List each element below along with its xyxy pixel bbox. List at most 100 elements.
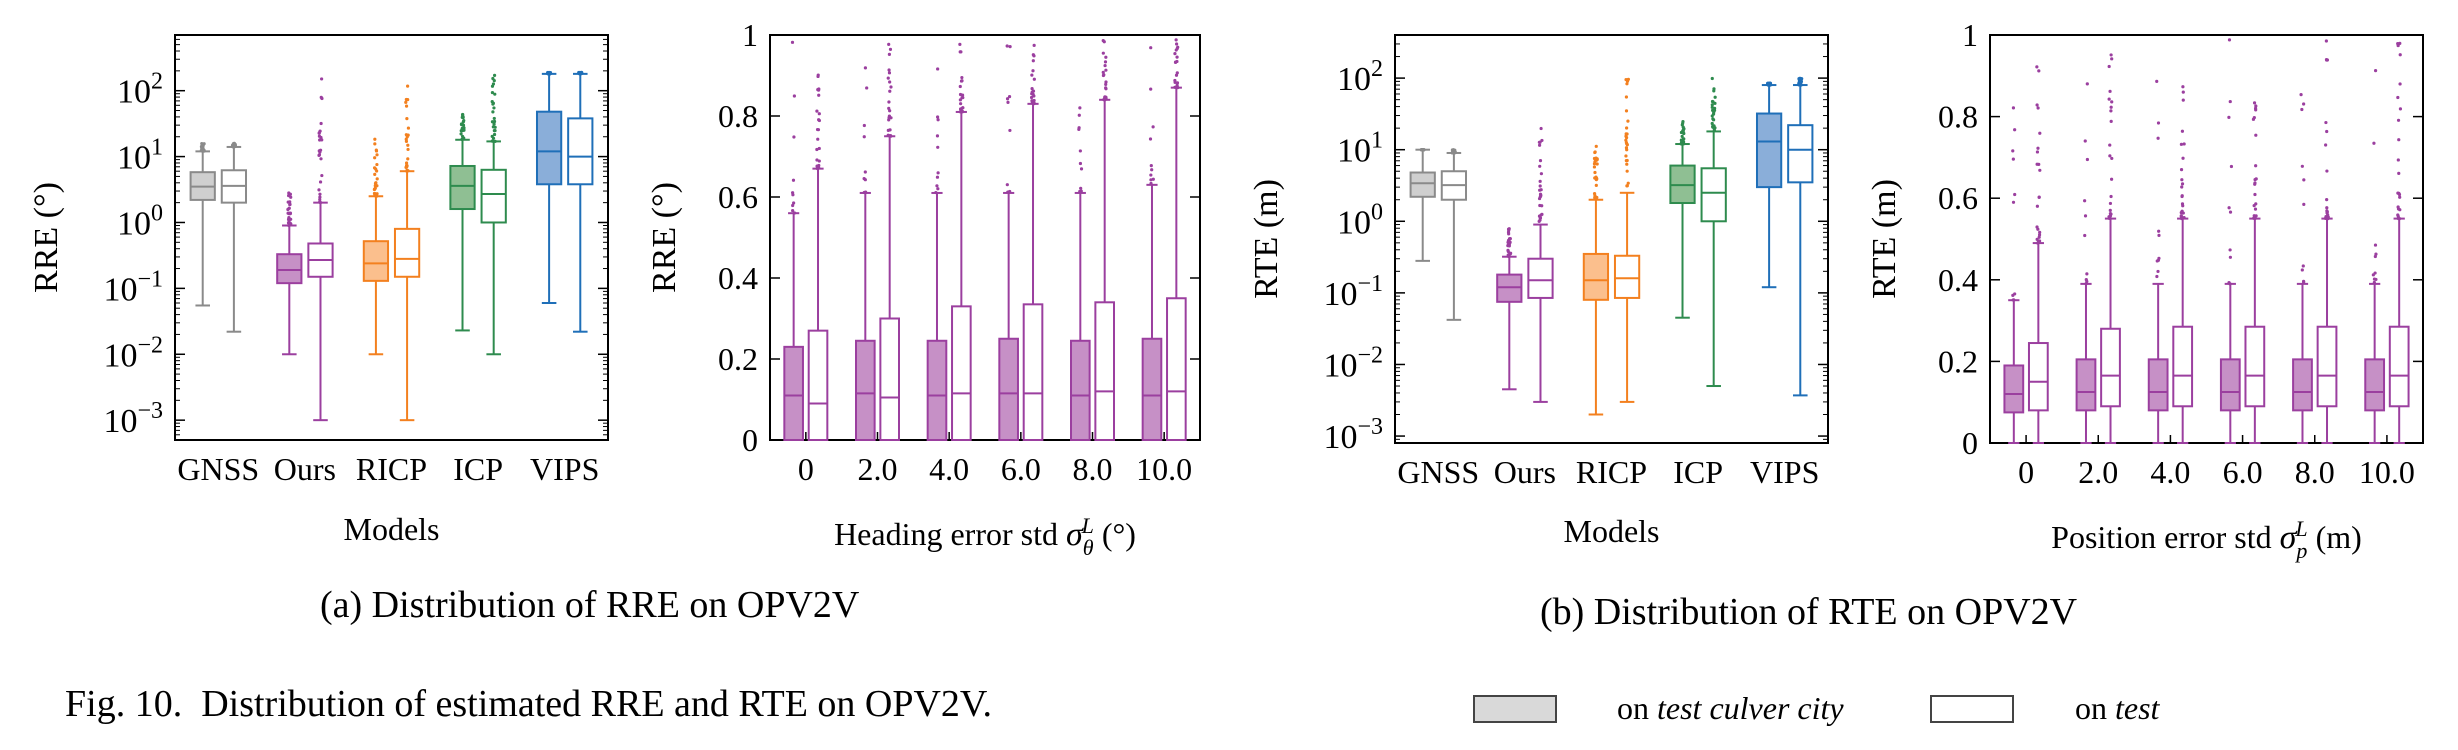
outlier-point (2109, 53, 2113, 57)
outlier-point (1799, 78, 1803, 82)
outlier-point (1626, 119, 1630, 123)
box-iqr (535, 110, 563, 186)
box-iqr (879, 317, 900, 441)
outlier-point (888, 89, 892, 93)
outlier-point (320, 77, 324, 81)
outlier-point (1031, 69, 1035, 73)
outlier-point (2227, 206, 2231, 210)
outlier-point (791, 203, 795, 208)
outlier-point (2035, 65, 2039, 69)
x-tick-label: ICP (1673, 454, 1723, 490)
outlier-point (2157, 233, 2161, 237)
plot-frame (174, 34, 609, 441)
outlier-point (2110, 57, 2114, 61)
outlier-point (1595, 195, 1599, 200)
outlier-point (1626, 77, 1630, 81)
outlier-point (2037, 195, 2041, 200)
outlier-point (493, 125, 497, 129)
outlier-point (936, 187, 940, 191)
outlier-point (2035, 103, 2039, 107)
outlier-point (1006, 100, 1010, 104)
outlier-point (2157, 229, 2161, 233)
outlier-point (862, 123, 866, 128)
outlier-point (492, 132, 497, 137)
outlier-point (2254, 214, 2258, 218)
outlier-point (2013, 128, 2017, 132)
box-iqr (2388, 325, 2410, 408)
outlier-point (320, 173, 324, 178)
outlier-point (2035, 237, 2039, 241)
outlier-point (2110, 156, 2114, 161)
outlier-point (2108, 89, 2112, 93)
subcaption-b: (b) Distribution of RTE on OPV2V (1540, 591, 2078, 633)
x-tick-label: Ours (1494, 454, 1556, 490)
outlier-point (406, 143, 410, 147)
outlier-point (1104, 68, 1108, 72)
outlier-point (959, 102, 963, 106)
outlier-point (404, 100, 408, 104)
outlier-point (1682, 140, 1686, 144)
outlier-point (887, 52, 891, 56)
outlier-point (2181, 156, 2185, 160)
outlier-point (2109, 194, 2113, 199)
box-iqr (1022, 303, 1044, 442)
y-tick-exponent: −2 (1357, 342, 1383, 368)
outlier-point (317, 153, 321, 157)
outlier-point (2398, 41, 2402, 45)
outlier-point (492, 79, 496, 83)
outlier-point (460, 134, 465, 139)
outlier-point (1538, 194, 1543, 198)
outlier-point (1032, 98, 1036, 103)
outlier-point (1451, 148, 1455, 152)
box-iqr (2172, 325, 2194, 408)
outlier-point (2325, 210, 2329, 214)
outlier-point (318, 148, 323, 152)
outlier-point (491, 110, 495, 114)
x-axis-label-text: Position error std (2051, 519, 2279, 555)
outlier-point (2083, 199, 2087, 203)
x-tick-label: 6.0 (1001, 451, 1041, 487)
outlier-point (2228, 99, 2232, 104)
box-iqr (2003, 364, 2025, 414)
outlier-point (1710, 114, 1714, 118)
outlier-point (2228, 282, 2232, 286)
box-iqr (1094, 301, 1116, 441)
outlier-point (461, 115, 465, 120)
outlier-point (375, 153, 379, 157)
outlier-point (2397, 138, 2401, 142)
outlier-point (863, 66, 868, 70)
outlier-point (2083, 139, 2087, 143)
outlier-point (1174, 73, 1179, 77)
outlier-point (1625, 158, 1629, 163)
outlier-point (816, 137, 820, 141)
outlier-point (1151, 125, 1155, 129)
legend-label-culver: on test culver city (1617, 690, 1844, 727)
figure-caption: Fig. 10. Distribution of estimated RRE a… (65, 682, 992, 726)
legend-swatch-empty (1930, 695, 2014, 723)
outlier-point (1624, 138, 1628, 142)
outlier-point (1151, 177, 1155, 181)
outlier-point (1101, 51, 1105, 55)
outlier-point (1149, 181, 1153, 186)
outlier-point (1030, 87, 1034, 91)
box-iqr (1582, 252, 1610, 301)
outlier-point (2397, 191, 2401, 195)
outlier-point (1507, 232, 1511, 236)
y-axis-label: RRE (°) (646, 182, 683, 293)
outlier-point (2037, 239, 2042, 243)
x-tick-label: 2.0 (858, 451, 898, 487)
outlier-point (320, 138, 324, 142)
x-axis-label: Position error std σpL (m) (2051, 516, 2362, 563)
outlier-point (493, 92, 497, 96)
outlier-point (375, 162, 379, 167)
outlier-point (2180, 216, 2184, 221)
y-tick-label: 10−3 (1323, 414, 1383, 456)
outlier-point (2108, 211, 2113, 216)
outlier-point (2300, 268, 2304, 272)
outlier-point (959, 108, 963, 112)
outlier-point (2083, 233, 2087, 238)
outlier-point (287, 194, 291, 198)
box-iqr (1070, 339, 1091, 441)
outlier-point (2038, 230, 2042, 234)
x-tick-label: GNSS (177, 451, 259, 487)
